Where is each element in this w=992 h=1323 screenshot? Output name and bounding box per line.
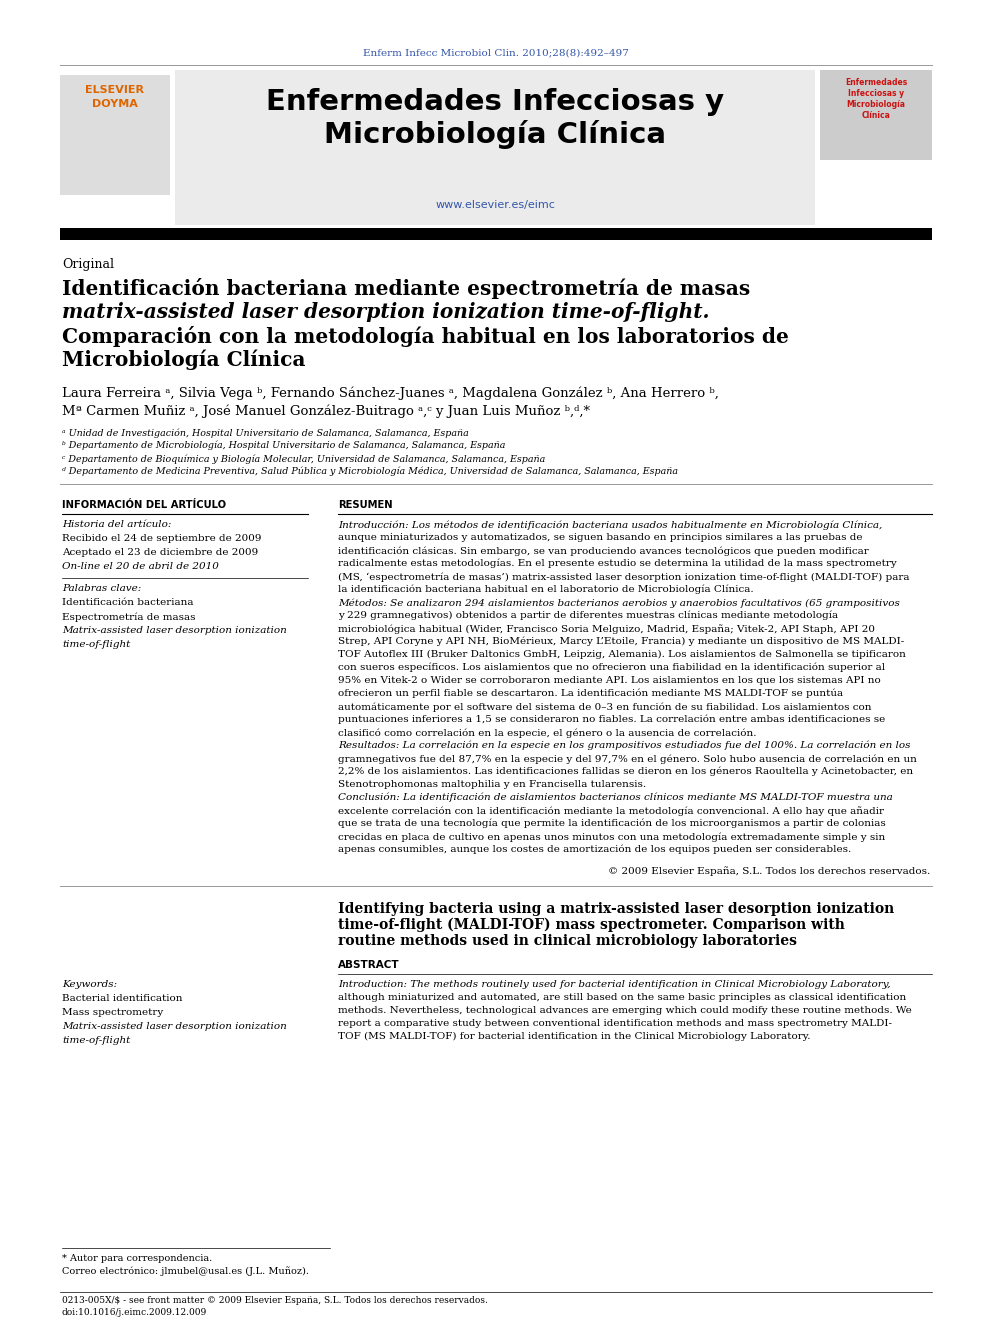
Text: Mª Carmen Muñiz ᵃ, José Manuel González-Buitrago ᵃ,ᶜ y Juan Luis Muñoz ᵇ,ᵈ,*: Mª Carmen Muñiz ᵃ, José Manuel González-… (62, 404, 590, 418)
Text: report a comparative study between conventional identification methods and mass : report a comparative study between conve… (338, 1019, 892, 1028)
Text: ELSEVIER: ELSEVIER (85, 85, 145, 95)
Text: microbiológica habitual (Wider, Francisco Soria Melguizo, Madrid, España; Vitek-: microbiológica habitual (Wider, Francisc… (338, 624, 875, 634)
Text: Aceptado el 23 de diciembre de 2009: Aceptado el 23 de diciembre de 2009 (62, 548, 258, 557)
Text: time-of-flight (MALDI-TOF) mass spectrometer. Comparison with: time-of-flight (MALDI-TOF) mass spectrom… (338, 918, 845, 933)
Text: ᵇ Departamento de Microbiología, Hospital Universitario de Salamanca, Salamanca,: ᵇ Departamento de Microbiología, Hospita… (62, 441, 505, 451)
Text: Resultados: La correlación en la especie en los grampositivos estudiados fue del: Resultados: La correlación en la especie… (338, 741, 911, 750)
Bar (820, 70, 932, 160)
Text: crecidas en placa de cultivo en apenas unos minutos con una metodología extremad: crecidas en placa de cultivo en apenas u… (338, 832, 885, 841)
Text: ᶜ Departamento de Bioquímica y Biología Molecular, Universidad de Salamanca, Sal: ᶜ Departamento de Bioquímica y Biología … (62, 454, 546, 463)
Text: Introduction: The methods routinely used for bacterial identification in Clinica: Introduction: The methods routinely used… (338, 980, 891, 990)
Text: ᵃ Unidad de Investigación, Hospital Universitario de Salamanca, Salamanca, Españ: ᵃ Unidad de Investigación, Hospital Univ… (62, 429, 469, 438)
Text: DOYMA: DOYMA (92, 99, 138, 108)
Text: Identificación bacteriana: Identificación bacteriana (62, 598, 193, 607)
Text: doi:10.1016/j.eimc.2009.12.009: doi:10.1016/j.eimc.2009.12.009 (62, 1308, 207, 1316)
Text: identificación clásicas. Sin embargo, se van produciendo avances tecnológicos qu: identificación clásicas. Sin embargo, se… (338, 546, 869, 556)
Text: Keywords:: Keywords: (62, 980, 117, 990)
Text: Identifying bacteria using a matrix-assisted laser desorption ionization: Identifying bacteria using a matrix-assi… (338, 902, 894, 916)
Text: Strep, API Coryne y API NH, BioMérieux, Marcy L’Etoile, Francia) y mediante un d: Strep, API Coryne y API NH, BioMérieux, … (338, 636, 905, 647)
Text: la identificación bacteriana habitual en el laboratorio de Microbiología Clínica: la identificación bacteriana habitual en… (338, 585, 754, 594)
Text: Identificación bacteriana mediante espectrometría de masas: Identificación bacteriana mediante espec… (62, 278, 757, 299)
Text: Métodos: Se analizaron 294 aislamientos bacterianos aerobios y anaerobios facult: Métodos: Se analizaron 294 aislamientos … (338, 598, 900, 607)
Text: Microbiología Clínica: Microbiología Clínica (324, 120, 666, 149)
Text: RESUMEN: RESUMEN (338, 500, 393, 509)
Text: Conclusión: La identificación de aislamientos bacterianos clínicos mediante MS M: Conclusión: La identificación de aislami… (338, 792, 893, 803)
Text: Espectrometría de masas: Espectrometría de masas (62, 613, 195, 622)
Text: Original: Original (62, 258, 114, 271)
Text: Microbiología Clínica: Microbiología Clínica (62, 351, 306, 370)
Text: Palabras clave:: Palabras clave: (62, 583, 141, 593)
Text: www.elsevier.es/eimc: www.elsevier.es/eimc (435, 200, 555, 210)
Text: Recibido el 24 de septiembre de 2009: Recibido el 24 de septiembre de 2009 (62, 534, 262, 542)
Text: ABSTRACT: ABSTRACT (338, 960, 400, 970)
Text: aunque miniaturizados y automatizados, se siguen basando en principios similares: aunque miniaturizados y automatizados, s… (338, 533, 862, 542)
Text: © 2009 Elsevier España, S.L. Todos los derechos reservados.: © 2009 Elsevier España, S.L. Todos los d… (608, 867, 930, 876)
Text: Matrix-assisted laser desorption ionization: Matrix-assisted laser desorption ionizat… (62, 626, 287, 635)
Text: gramnegativos fue del 87,7% en la especie y del 97,7% en el género. Solo hubo au: gramnegativos fue del 87,7% en la especi… (338, 754, 917, 763)
Text: INFORMACIÓN DEL ARTÍCULO: INFORMACIÓN DEL ARTÍCULO (62, 500, 226, 509)
Bar (60, 75, 170, 194)
Bar (175, 70, 815, 225)
Text: matrix-assisted laser desorption ionization time-of-flight.: matrix-assisted laser desorption ionizat… (62, 302, 709, 321)
Text: time-of-flight: time-of-flight (62, 640, 130, 650)
Bar (60, 228, 932, 239)
Text: ᵈ Departamento de Medicina Preventiva, Salud Pública y Microbiología Médica, Uni: ᵈ Departamento de Medicina Preventiva, S… (62, 467, 678, 476)
Text: (MS, ‘espectrometría de masas’) matrix-assisted laser desorption ionization time: (MS, ‘espectrometría de masas’) matrix-a… (338, 572, 910, 582)
Text: radicalmente estas metodologías. En el presente estudio se determina la utilidad: radicalmente estas metodologías. En el p… (338, 560, 897, 569)
Text: 95% en Vitek-2 o Wider se corroboraron mediante API. Los aislamientos en los que: 95% en Vitek-2 o Wider se corroboraron m… (338, 676, 881, 685)
Text: automáticamente por el software del sistema de 0–3 en función de su fiabilidad. : automáticamente por el software del sist… (338, 703, 872, 712)
Text: apenas consumibles, aunque los costes de amortización de los equipos pueden ser : apenas consumibles, aunque los costes de… (338, 845, 851, 855)
Text: Enfermedades Infecciosas y: Enfermedades Infecciosas y (266, 89, 724, 116)
Text: Enfermedades
Infecciosas y
Microbiología
Clínica: Enfermedades Infecciosas y Microbiología… (845, 78, 907, 120)
Text: Matrix-assisted laser desorption ionization: Matrix-assisted laser desorption ionizat… (62, 1021, 287, 1031)
Text: 0213-005X/$ - see front matter © 2009 Elsevier España, S.L. Todos los derechos r: 0213-005X/$ - see front matter © 2009 El… (62, 1297, 488, 1304)
Text: con sueros específicos. Los aislamientos que no ofrecieron una fiabilidad en la : con sueros específicos. Los aislamientos… (338, 663, 885, 672)
Text: Comparación con la metodología habitual en los laboratorios de: Comparación con la metodología habitual … (62, 325, 789, 347)
Text: puntuaciones inferiores a 1,5 se consideraron no fiables. La correlación entre a: puntuaciones inferiores a 1,5 se conside… (338, 714, 885, 725)
Text: Enferm Infecc Microbiol Clin. 2010;28(8):492–497: Enferm Infecc Microbiol Clin. 2010;28(8)… (363, 48, 629, 57)
Text: * Autor para correspondencia.: * Autor para correspondencia. (62, 1254, 212, 1263)
Text: clasificó como correlación en la especie, el género o la ausencia de correlación: clasificó como correlación en la especie… (338, 728, 757, 737)
Text: On-line el 20 de abril de 2010: On-line el 20 de abril de 2010 (62, 562, 219, 572)
Text: Introducción: Los métodos de identificación bacteriana usados habitualmente en M: Introducción: Los métodos de identificac… (338, 520, 882, 529)
Text: que se trata de una tecnología que permite la identificación de los microorganis: que se trata de una tecnología que permi… (338, 819, 886, 828)
Text: TOF Autoflex III (Bruker Daltonics GmbH, Leipzig, Alemania). Los aislamientos de: TOF Autoflex III (Bruker Daltonics GmbH,… (338, 650, 906, 659)
Text: ofrecieron un perfil fiable se descartaron. La identificación mediante MS MALDI-: ofrecieron un perfil fiable se descartar… (338, 689, 843, 699)
Text: methods. Nevertheless, technological advances are emerging which could modify th: methods. Nevertheless, technological adv… (338, 1005, 912, 1015)
Text: Bacterial identification: Bacterial identification (62, 994, 183, 1003)
Text: Laura Ferreira ᵃ, Silvia Vega ᵇ, Fernando Sánchez-Juanes ᵃ, Magdalena González ᵇ: Laura Ferreira ᵃ, Silvia Vega ᵇ, Fernand… (62, 388, 719, 401)
Text: excelente correlación con la identificación mediante la metodología convencional: excelente correlación con la identificac… (338, 806, 884, 816)
Text: TOF (MS MALDI-TOF) for bacterial identification in the Clinical Microbiology Lab: TOF (MS MALDI-TOF) for bacterial identif… (338, 1032, 810, 1041)
Text: Correo electrónico: jlmubel@usal.es (J.L. Muñoz).: Correo electrónico: jlmubel@usal.es (J.L… (62, 1266, 309, 1275)
Text: Mass spectrometry: Mass spectrometry (62, 1008, 164, 1017)
Text: time-of-flight: time-of-flight (62, 1036, 130, 1045)
Text: Stenotrophomonas maltophilia y en Francisella tularensis.: Stenotrophomonas maltophilia y en Franci… (338, 781, 646, 789)
Text: 2,2% de los aislamientos. Las identificaciones fallidas se dieron en los géneros: 2,2% de los aislamientos. Las identifica… (338, 767, 913, 777)
Text: although miniaturized and automated, are still based on the same basic principle: although miniaturized and automated, are… (338, 994, 907, 1002)
Text: Historia del artículo:: Historia del artículo: (62, 520, 172, 529)
Text: routine methods used in clinical microbiology laboratories: routine methods used in clinical microbi… (338, 934, 797, 949)
Text: y 229 gramnegativos) obtenidos a partir de diferentes muestras clínicas mediante: y 229 gramnegativos) obtenidos a partir … (338, 611, 838, 620)
